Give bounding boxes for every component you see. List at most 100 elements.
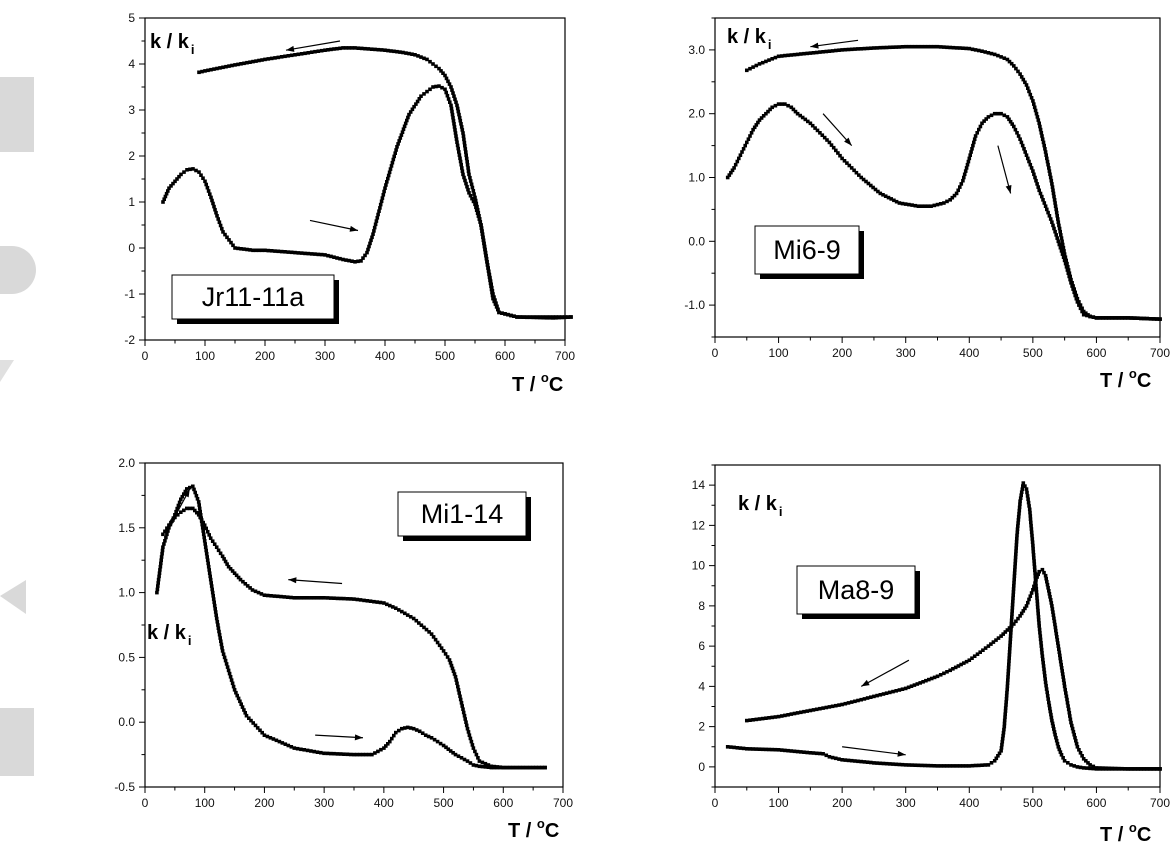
x-tick-label: 200 xyxy=(255,349,275,363)
data-point xyxy=(462,175,466,180)
data-point xyxy=(1054,210,1059,215)
data-point xyxy=(869,46,873,50)
data-point xyxy=(729,745,733,749)
data-point xyxy=(1018,496,1023,500)
data-point xyxy=(225,235,229,240)
data-point xyxy=(361,256,365,260)
data-point xyxy=(1026,500,1031,505)
data-point xyxy=(1000,739,1005,744)
data-point xyxy=(921,680,925,684)
data-point xyxy=(413,53,417,57)
data-point xyxy=(1072,732,1076,737)
data-point xyxy=(897,688,902,692)
data-point xyxy=(403,726,407,730)
data-point xyxy=(984,117,988,121)
data-point xyxy=(1002,56,1007,60)
data-point xyxy=(811,751,816,755)
data-point xyxy=(468,193,473,198)
data-point xyxy=(840,156,844,161)
data-point xyxy=(503,312,507,316)
data-point xyxy=(973,48,978,52)
data-point xyxy=(441,743,446,748)
data-point xyxy=(1037,621,1041,625)
arrow-head xyxy=(897,750,906,757)
data-point xyxy=(1029,96,1034,100)
arrow-head xyxy=(1005,184,1012,194)
data-point xyxy=(554,316,558,320)
data-point xyxy=(382,601,386,605)
data-point xyxy=(215,620,220,624)
data-point xyxy=(1002,721,1007,726)
data-point xyxy=(1049,601,1054,605)
data-point xyxy=(347,258,351,263)
data-point xyxy=(929,676,934,681)
data-point xyxy=(313,49,317,54)
x-tick-label: 600 xyxy=(1086,346,1106,360)
data-point xyxy=(209,581,213,585)
data-point xyxy=(973,763,978,768)
data-point xyxy=(1094,316,1099,320)
data-point xyxy=(900,201,905,206)
y-tick-label: 1 xyxy=(128,195,135,209)
data-point xyxy=(1025,494,1030,498)
data-point xyxy=(479,226,484,230)
data-point xyxy=(408,726,413,730)
data-point xyxy=(210,587,214,592)
data-point xyxy=(1002,724,1007,729)
data-point xyxy=(243,711,247,715)
data-point xyxy=(1081,757,1086,761)
data-point xyxy=(177,500,182,505)
data-point xyxy=(452,122,456,126)
data-point xyxy=(446,79,450,84)
data-point xyxy=(1047,214,1052,218)
data-point xyxy=(737,156,741,161)
data-point xyxy=(459,162,463,167)
data-point xyxy=(1010,615,1014,619)
data-point xyxy=(1060,672,1065,676)
data-point xyxy=(185,506,189,511)
data-point xyxy=(205,529,210,534)
data-point xyxy=(487,272,492,277)
data-point xyxy=(262,733,267,737)
data-point xyxy=(415,99,420,104)
data-point xyxy=(448,749,453,753)
data-point xyxy=(1071,284,1075,288)
data-point xyxy=(370,235,374,240)
data-point xyxy=(1151,317,1156,321)
data-point xyxy=(305,596,310,600)
data-point xyxy=(1139,316,1143,321)
data-point xyxy=(464,156,469,161)
data-point xyxy=(1071,729,1076,734)
data-point xyxy=(1014,549,1018,553)
data-point xyxy=(1069,763,1073,767)
data-point xyxy=(770,57,774,61)
data-point xyxy=(501,765,506,770)
data-point xyxy=(808,121,813,126)
data-point xyxy=(222,655,227,660)
x-tick-label: 700 xyxy=(1150,796,1170,810)
data-point xyxy=(188,485,192,490)
data-point xyxy=(1047,166,1051,170)
data-point xyxy=(451,751,455,755)
data-point xyxy=(963,169,968,173)
data-point xyxy=(1065,697,1069,702)
data-point xyxy=(437,84,441,88)
arrow-shaft xyxy=(309,219,359,232)
data-point xyxy=(1031,99,1035,103)
data-point xyxy=(248,60,252,64)
data-point xyxy=(989,761,994,765)
data-point xyxy=(752,125,757,130)
data-point xyxy=(395,49,399,54)
data-point xyxy=(232,688,237,692)
data-point xyxy=(964,46,968,51)
data-point xyxy=(846,47,851,52)
data-point xyxy=(780,748,784,752)
data-point xyxy=(1035,596,1039,600)
data-point xyxy=(461,710,466,715)
data-point xyxy=(813,126,817,130)
data-point xyxy=(1142,316,1146,321)
data-point xyxy=(179,172,183,177)
y-tick-label: -1.0 xyxy=(684,298,705,312)
data-point xyxy=(1075,745,1080,749)
chart-mi6-9: 0 100 200 300 400 500 600 700-1.00.01.02.03.0k … xyxy=(684,17,1170,392)
